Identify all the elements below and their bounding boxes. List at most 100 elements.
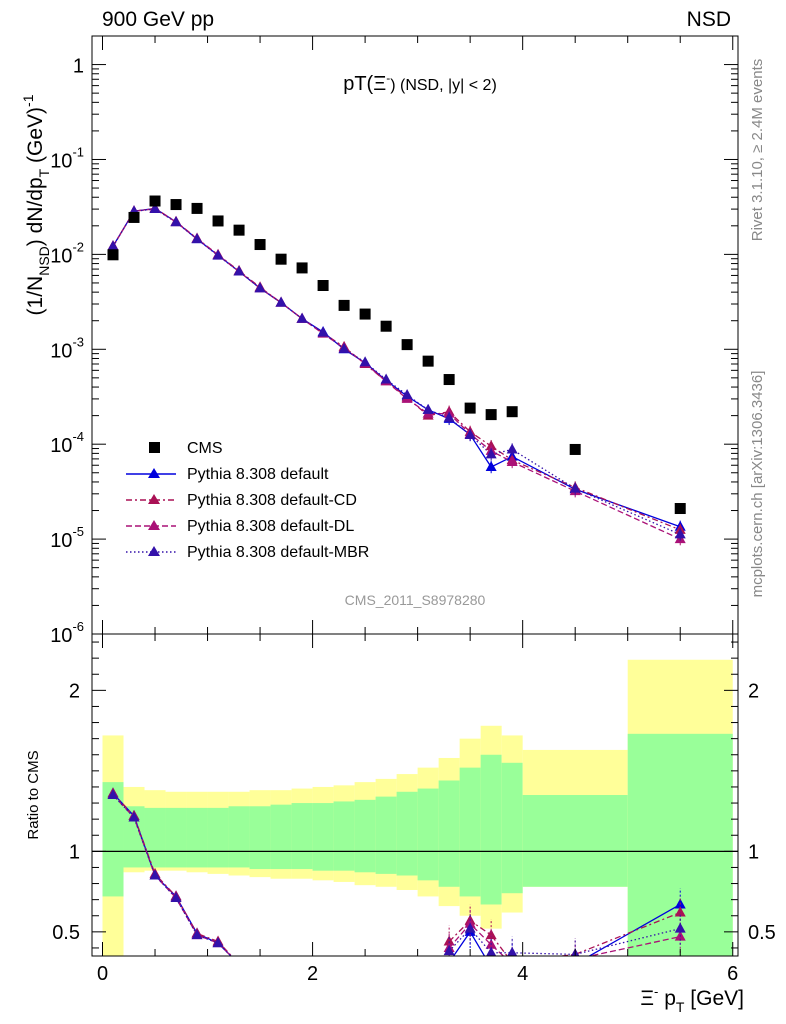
legend-marker-cms <box>149 442 160 453</box>
ratio-line-mbr <box>448 927 681 956</box>
uncertainty-band-inner <box>375 796 397 874</box>
y-tick-label: 1 <box>73 56 84 78</box>
ratio-point-mbr <box>464 922 476 933</box>
ratio-y-tick-label-right: 0.5 <box>748 922 776 944</box>
ratio-point-default <box>234 958 245 968</box>
side-label-top: Rivet 3.1.10, ≥ 2.4M events <box>749 59 766 242</box>
data-point-cms <box>569 443 581 455</box>
series-line-mbr <box>112 208 681 536</box>
ratio-point-cd <box>443 935 455 946</box>
data-point-mbr <box>191 233 203 244</box>
data-point-mbr <box>359 356 371 367</box>
data-point-cms <box>233 224 245 236</box>
y-tick-label: 10-2 <box>50 239 84 267</box>
ratio-tick-labels: 0 2 4 6 0.5 0.5 1 1 2 2 <box>52 680 776 985</box>
data-point-mbr <box>233 265 245 276</box>
ratio-y-tick-label: 0.5 <box>52 922 80 944</box>
ratio-point-dl <box>507 958 518 968</box>
ratio-panel: 0 2 4 6 0.5 0.5 1 1 2 2 <box>52 633 776 985</box>
ratio-y-tick-label-right: 2 <box>748 680 759 702</box>
ratio-point-mbr <box>191 929 203 940</box>
ratio-point-default <box>444 956 455 966</box>
data-point-mbr <box>317 326 329 337</box>
ratio-point-mbr <box>212 937 224 948</box>
uncertainty-band-inner <box>207 807 229 868</box>
uncertainty-band-inner <box>312 803 334 871</box>
y-tick-label: 10-5 <box>50 524 84 552</box>
data-point-mbr <box>422 403 434 414</box>
uncertainty-band-inner <box>501 762 523 894</box>
data-point-mbr <box>485 448 497 459</box>
ratio-y-axis-label: Ratio to CMS <box>25 750 42 839</box>
ratio-point-mbr <box>128 811 140 822</box>
legend-label-dl: Pythia 8.308 default-DL <box>187 518 354 535</box>
uncertainty-band-inner <box>354 799 376 873</box>
y-tick-label: 10-1 <box>50 144 84 172</box>
data-point-mbr <box>275 296 287 307</box>
data-point-cms <box>506 406 518 418</box>
legend-entry-cd: Pythia 8.308 default-CD <box>126 492 357 509</box>
ratio-point-cd <box>507 956 518 966</box>
data-point-mbr <box>674 528 686 539</box>
data-point-cms <box>317 279 329 291</box>
ratio-line-default <box>452 903 681 956</box>
legend-entry-default: Pythia 8.308 default <box>126 466 329 483</box>
data-point-mbr <box>401 388 413 399</box>
uncertainty-band-inner <box>522 795 628 887</box>
ratio-point-mbr <box>674 922 686 933</box>
ratio-point-mbr <box>170 892 182 903</box>
data-point-dl <box>506 455 518 466</box>
uncertainty-band-inner <box>144 807 166 868</box>
data-point-cms <box>485 409 497 421</box>
x-tick-label: 2 <box>307 963 318 985</box>
legend-entry-mbr: Pythia 8.308 default-MBR <box>126 544 369 561</box>
data-point-cms <box>128 211 140 223</box>
legend-label-mbr: Pythia 8.308 default-MBR <box>187 544 369 561</box>
data-point-cms <box>359 308 371 320</box>
ratio-point-mbr <box>234 958 245 968</box>
ratio-point-dl <box>234 958 245 968</box>
data-point-cms <box>107 249 119 261</box>
uncertainty-band-inner <box>459 767 481 897</box>
data-point-cms <box>674 503 686 515</box>
data-point-mbr <box>254 282 266 293</box>
uncertainty-band-inner <box>186 807 208 868</box>
data-point-cms <box>149 195 161 207</box>
data-point-mbr <box>506 443 518 454</box>
data-point-mbr <box>149 202 161 213</box>
legend-label-default: Pythia 8.308 default <box>187 466 329 483</box>
ratio-point-mbr <box>149 869 161 880</box>
data-point-cms <box>338 299 350 311</box>
data-point-cms <box>212 215 224 227</box>
ratio-point-mbr <box>443 945 455 956</box>
header-right: NSD <box>687 8 731 31</box>
uncertainty-band-inner <box>249 806 271 870</box>
data-point-mbr <box>170 216 182 227</box>
ratio-point-default <box>486 961 497 971</box>
uncertainty-band-inner <box>270 804 292 870</box>
uncertainty-band-inner <box>165 807 187 868</box>
data-point-mbr <box>212 249 224 260</box>
data-point-cms <box>254 239 266 251</box>
data-point-mbr <box>107 240 119 251</box>
ratio-y-tick-label: 2 <box>69 680 80 702</box>
data-point-mbr <box>569 482 581 493</box>
x-tick-label: 0 <box>97 963 108 985</box>
data-point-mbr <box>380 373 392 384</box>
ratio-line-dl <box>448 922 681 956</box>
data-point-cms <box>170 199 182 211</box>
uncertainty-band-inner <box>438 780 460 887</box>
ratio-point-default <box>570 958 581 968</box>
data-point-cms <box>464 402 476 414</box>
uncertainty-band-inner <box>102 782 124 897</box>
data-point-cms <box>296 262 308 274</box>
y-tick-label: 10-3 <box>50 334 84 362</box>
ratio-y-tick-label-right: 1 <box>748 841 759 863</box>
uncertainty-band-inner <box>291 803 313 870</box>
legend-marker-mbr <box>148 546 160 556</box>
ratio-point-cd <box>485 929 497 940</box>
uncertainty-band-inner <box>480 754 502 905</box>
data-point-default <box>485 460 497 471</box>
ratio-point-mbr <box>486 946 497 956</box>
